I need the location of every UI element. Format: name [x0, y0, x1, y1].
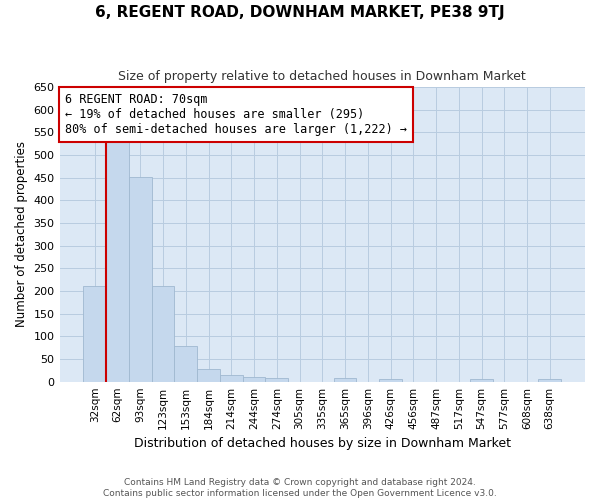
- Bar: [197, 369, 220, 382]
- Bar: [265, 378, 288, 382]
- Title: Size of property relative to detached houses in Downham Market: Size of property relative to detached ho…: [118, 70, 526, 83]
- Bar: [175, 346, 197, 382]
- Y-axis label: Number of detached properties: Number of detached properties: [15, 142, 28, 328]
- Bar: [470, 380, 493, 382]
- Bar: [379, 379, 402, 382]
- Bar: [129, 176, 152, 382]
- Bar: [106, 139, 129, 382]
- Bar: [538, 380, 561, 382]
- Text: 6, REGENT ROAD, DOWNHAM MARKET, PE38 9TJ: 6, REGENT ROAD, DOWNHAM MARKET, PE38 9TJ: [95, 5, 505, 20]
- Bar: [242, 376, 265, 382]
- X-axis label: Distribution of detached houses by size in Downham Market: Distribution of detached houses by size …: [134, 437, 511, 450]
- Bar: [334, 378, 356, 382]
- Bar: [83, 286, 106, 382]
- Text: 6 REGENT ROAD: 70sqm
← 19% of detached houses are smaller (295)
80% of semi-deta: 6 REGENT ROAD: 70sqm ← 19% of detached h…: [65, 93, 407, 136]
- Bar: [152, 286, 175, 382]
- Text: Contains HM Land Registry data © Crown copyright and database right 2024.
Contai: Contains HM Land Registry data © Crown c…: [103, 478, 497, 498]
- Bar: [220, 375, 242, 382]
